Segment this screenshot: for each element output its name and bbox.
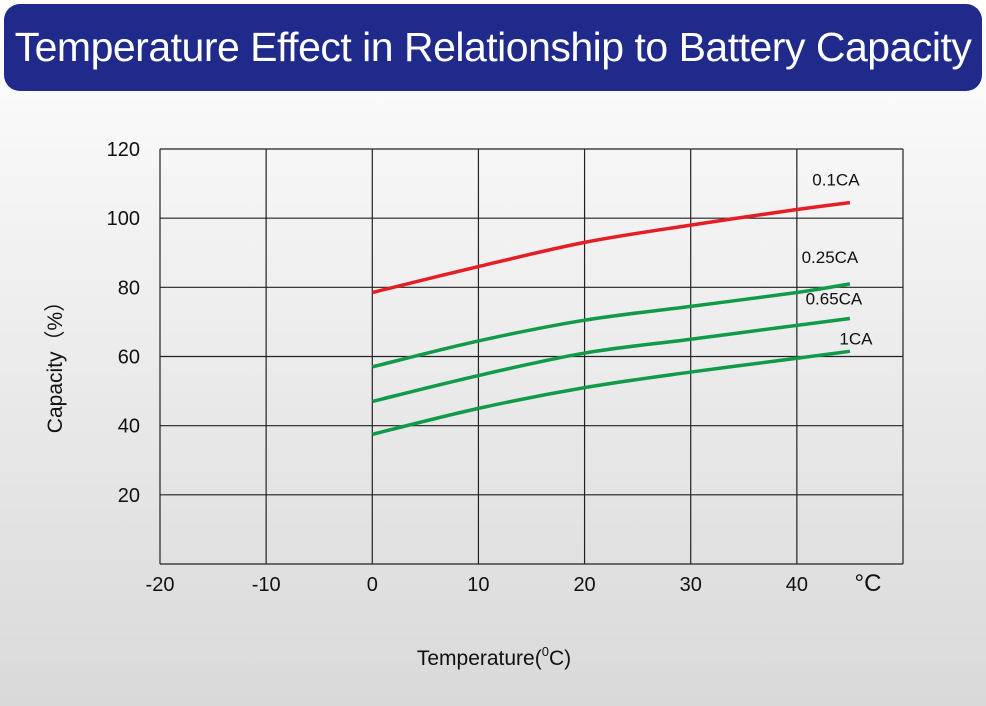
x-tick-label: 40 bbox=[786, 574, 808, 596]
y-tick-label: 60 bbox=[118, 347, 140, 369]
x-tick-label: -20 bbox=[146, 574, 175, 596]
series-line-1CA bbox=[371, 349, 851, 437]
chart-series bbox=[371, 200, 851, 437]
series-label-0.65CA: 0.65CA bbox=[806, 289, 863, 308]
page-title: Temperature Effect in Relationship to Ba… bbox=[14, 24, 972, 70]
y-tick-label: 100 bbox=[107, 208, 140, 230]
x-axis-title-suffix: C) bbox=[549, 647, 571, 670]
y-tick-label: 80 bbox=[118, 277, 140, 299]
x-axis-unit: °C bbox=[855, 570, 882, 597]
x-axis-ticks: -20 -10 0 10 20 30 40 bbox=[146, 574, 808, 596]
y-tick-label: 20 bbox=[118, 485, 140, 507]
y-tick-label: 120 bbox=[107, 139, 140, 161]
x-tick-label: 30 bbox=[680, 574, 702, 596]
series-label-0.1CA: 0.1CA bbox=[812, 171, 860, 190]
x-axis-title-prefix: Temperature( bbox=[417, 647, 542, 670]
x-axis-title: Temperature(0C) bbox=[417, 644, 571, 670]
x-tick-label: 0 bbox=[367, 574, 378, 596]
x-axis-title-sup: 0 bbox=[542, 644, 549, 659]
series-line-0.65CA bbox=[371, 316, 851, 404]
y-axis-ticks: 20 40 60 80 100 120 bbox=[107, 139, 140, 507]
title-banner: Temperature Effect in Relationship to Ba… bbox=[4, 4, 982, 91]
series-line-0.25CA bbox=[371, 282, 851, 369]
series-label-1CA: 1CA bbox=[839, 329, 873, 348]
y-tick-label: 40 bbox=[118, 416, 140, 438]
x-tick-label: -10 bbox=[252, 574, 281, 596]
y-axis-title: Capacity（%） bbox=[44, 291, 67, 433]
series-label-0.25CA: 0.25CA bbox=[802, 248, 859, 267]
series-labels: 0.1CA 0.25CA 0.65CA 1CA bbox=[802, 171, 874, 349]
x-tick-label: 20 bbox=[573, 574, 595, 596]
x-tick-label: 10 bbox=[467, 574, 489, 596]
series-line-0.1CA bbox=[371, 200, 851, 295]
